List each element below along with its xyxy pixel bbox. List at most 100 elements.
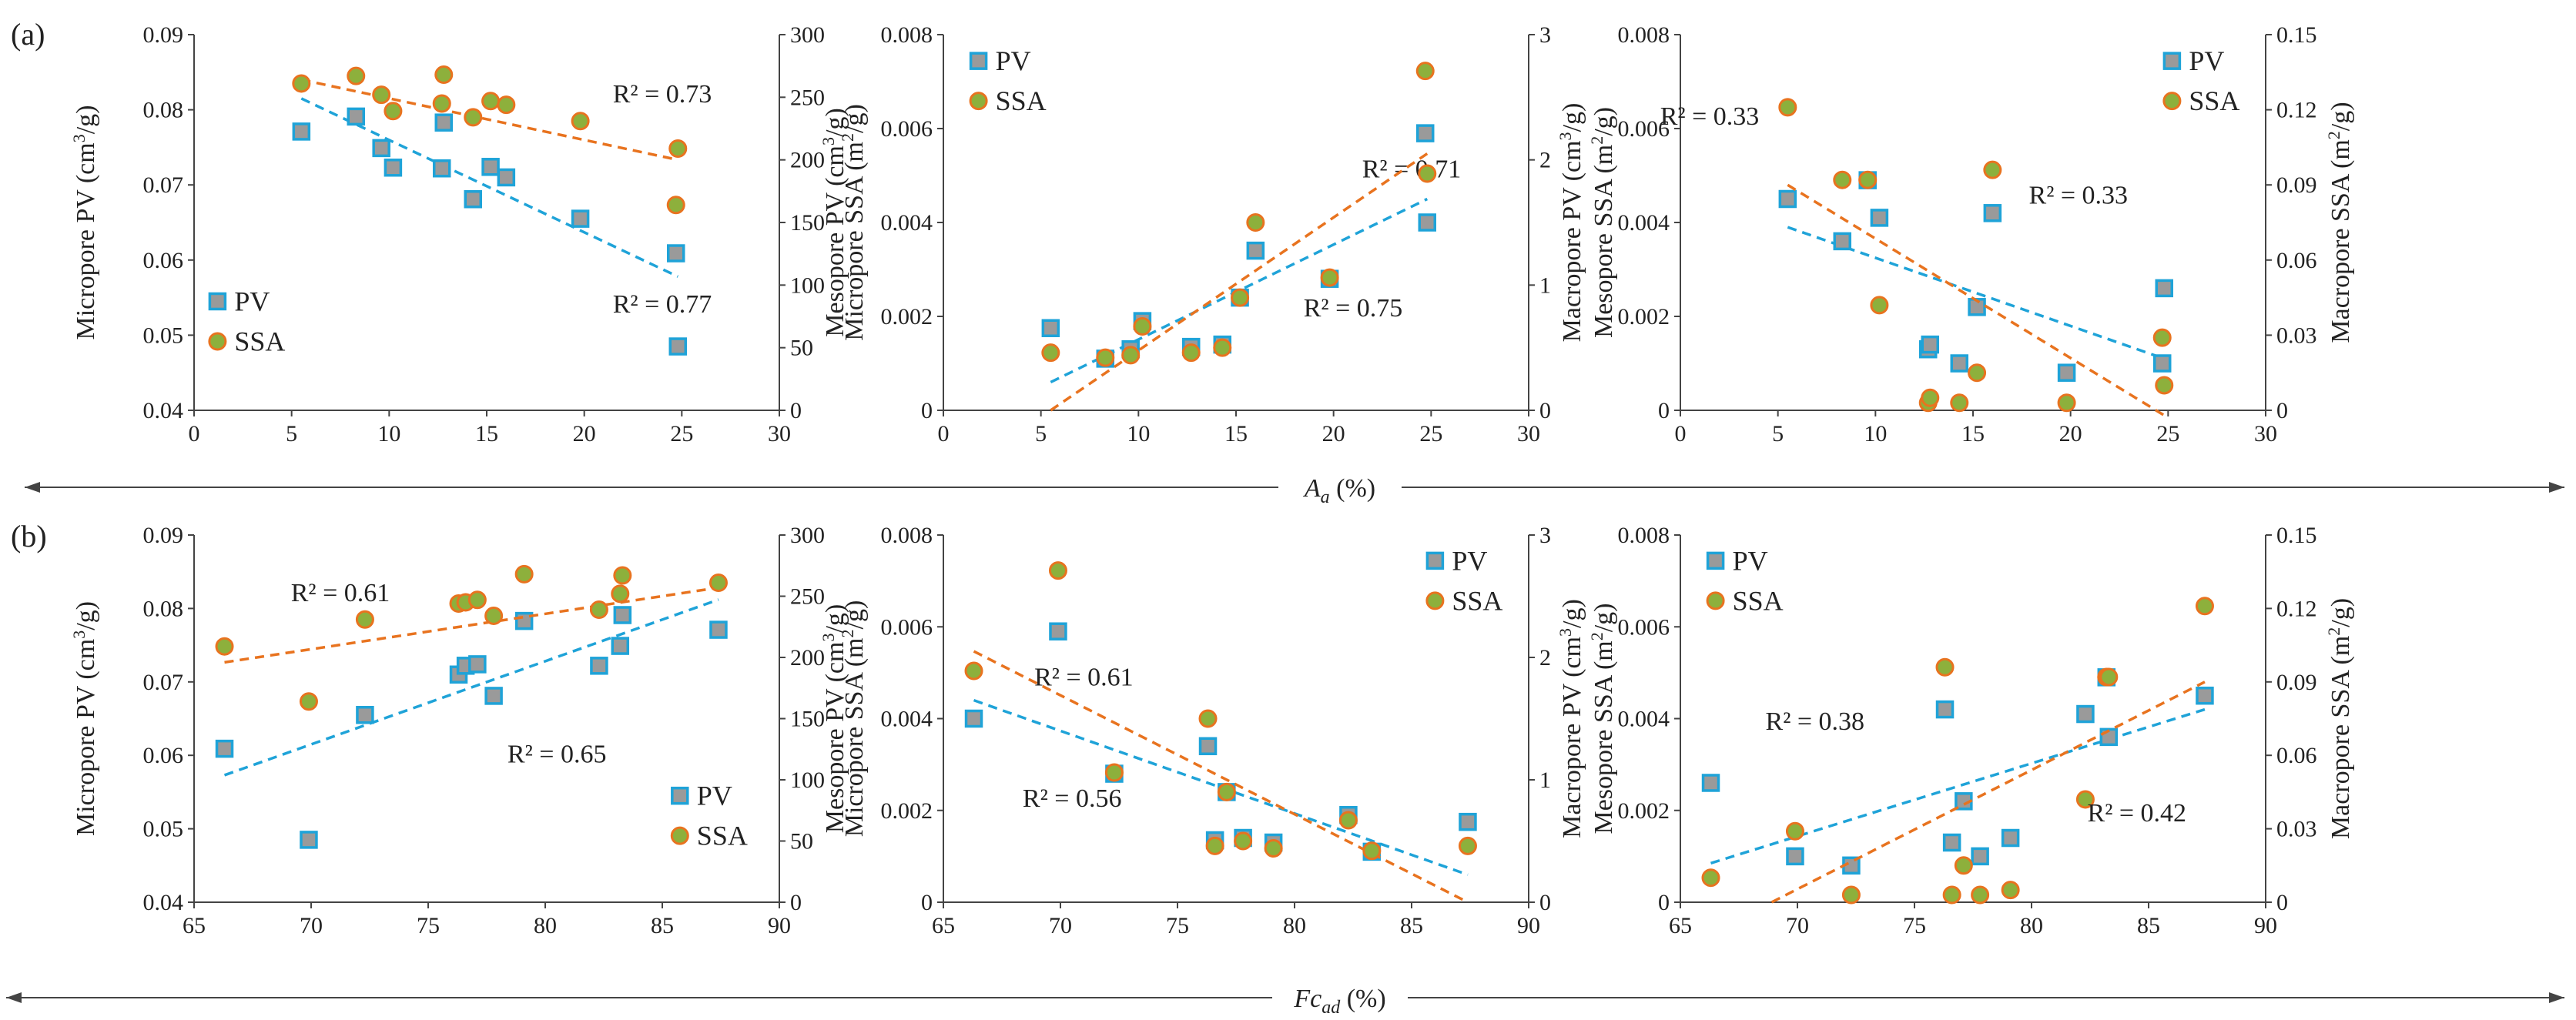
y-tick-label-left: 0.002 — [1618, 798, 1670, 824]
series-pv — [292, 97, 688, 356]
pv-point — [1971, 847, 1989, 866]
r2-label-ssa: R² = 0.61 — [291, 579, 390, 607]
legend-pv-label: PV — [2189, 45, 2224, 76]
legend-pv-label: PV — [697, 781, 732, 811]
row-a-axis-label: Aa (%) — [1303, 474, 1375, 507]
row-a-axis-arrow: Aa (%) — [25, 468, 2564, 507]
label-part: Micropore PV (cm — [72, 639, 100, 836]
pv-point — [666, 244, 685, 263]
ssa-point — [1205, 836, 1224, 855]
x-tick-label: 15 — [475, 421, 498, 446]
ssa-point — [1983, 160, 2002, 179]
x-tick-label: 75 — [417, 913, 440, 938]
pv-point — [571, 209, 590, 228]
pv-point — [300, 831, 318, 849]
ssa-point — [2001, 881, 2020, 900]
superscript: 3 — [69, 134, 89, 142]
y-axis-title-right: Mesopore SSA (m2/g) — [1587, 603, 1618, 834]
y-axis-title-right: Macropore SSA (m2/g) — [2324, 598, 2355, 839]
ssa-point — [1954, 856, 1973, 875]
ssa-point — [2057, 393, 2076, 413]
x-tick-label: 0 — [1675, 421, 1687, 446]
panel-tag-a: (a) — [11, 17, 45, 52]
pv-point — [2196, 686, 2214, 705]
pv-point — [497, 168, 516, 187]
series-ssa — [964, 561, 1477, 904]
r2-label-ssa: R² = 0.61 — [1034, 664, 1134, 692]
series-ssa — [1778, 98, 2174, 416]
ssa-point — [464, 108, 483, 127]
x-tick-label: 0 — [938, 421, 950, 446]
ssa-point — [1418, 164, 1437, 183]
pv-point — [1415, 124, 1435, 142]
pv-point — [292, 122, 311, 141]
legend-pv-marker — [1706, 551, 1725, 570]
y-tick-label-right: 1 — [1539, 273, 1551, 298]
ssa-point — [1778, 98, 1797, 117]
x-tick-label: 5 — [1772, 421, 1784, 446]
y-tick-label-right: 2 — [1539, 645, 1551, 671]
y-tick-label-right: 50 — [790, 336, 813, 361]
x-tick-label: 10 — [377, 421, 400, 446]
label-part: Micropore PV (cm — [72, 142, 100, 339]
x-tick-label: 25 — [1419, 421, 1442, 446]
label-part: /g) — [1589, 107, 1618, 136]
y-tick-label-right: 2 — [1539, 148, 1551, 173]
y-tick-label-left: 0.004 — [881, 210, 933, 236]
y-tick-label-left: 0 — [921, 890, 933, 915]
ssa-point — [1217, 782, 1236, 801]
ssa-point — [1121, 346, 1141, 365]
ssa-point — [2099, 667, 2119, 687]
y-tick-label-left: 0 — [1658, 890, 1670, 915]
legend-pv-label: PV — [996, 45, 1031, 76]
y-tick-label-right: 0 — [2276, 890, 2288, 915]
ssa-point — [708, 574, 728, 593]
r2-label-ssa: R² = 0.75 — [1304, 294, 1403, 323]
pv-point — [1833, 232, 1852, 251]
ssa-point — [1048, 561, 1067, 580]
y-tick-label-right: 0.03 — [2276, 817, 2317, 842]
y-tick-label-left: 0.008 — [881, 523, 933, 548]
y-axis-title-left: Mesopore PV (cm3/g) — [819, 604, 849, 833]
ssa-point — [1231, 288, 1250, 307]
y-tick-label-left: 0.05 — [143, 323, 184, 348]
series-pv — [964, 622, 1477, 876]
legend-pv-marker — [2162, 52, 2182, 70]
y-tick-label-right: 0 — [2276, 398, 2288, 423]
pv-point — [1778, 189, 1797, 209]
x-tick-label: 70 — [1049, 913, 1072, 938]
pv-point — [1870, 209, 1889, 227]
y-tick-label-left: 0.006 — [881, 116, 933, 142]
series-pv — [215, 598, 728, 849]
trendline-pv — [300, 97, 679, 278]
x-tick-label: 65 — [1669, 913, 1692, 938]
y-tick-label-right: 200 — [790, 148, 825, 173]
r2-label-pv: R² = 0.33 — [2029, 182, 2129, 210]
legend-pv-marker — [1425, 551, 1445, 570]
superscript: 2 — [1587, 136, 1606, 145]
ssa-point — [1181, 343, 1201, 363]
ssa-point — [1785, 821, 1804, 841]
y-tick-label-right: 100 — [790, 768, 825, 793]
ssa-point — [2075, 790, 2095, 809]
pv-point — [1041, 319, 1060, 337]
ssa-point — [1701, 868, 1720, 888]
r2-label-pv: R² = 0.71 — [1362, 155, 1462, 183]
legend-ssa-label: SSA — [2189, 85, 2239, 116]
legend-pv-label: PV — [1452, 545, 1487, 576]
ssa-point — [2195, 597, 2214, 616]
x-tick-label: 10 — [1127, 421, 1150, 446]
y-tick-label-right: 3 — [1539, 523, 1551, 548]
x-tick-label: 65 — [183, 913, 206, 938]
legend: PV SSA — [2162, 45, 2239, 116]
label-part: /g) — [821, 108, 849, 137]
y-tick-label-right: 150 — [790, 707, 825, 732]
label-part: Macropore SSA (m — [2326, 139, 2355, 343]
ssa-point — [299, 692, 318, 711]
pv-point — [1459, 812, 1477, 831]
legend-ssa-label: SSA — [996, 85, 1047, 116]
ssa-point — [384, 102, 403, 121]
label-part: /g) — [821, 604, 849, 634]
legend: PV SSA — [670, 781, 748, 851]
y-tick-label-right: 0 — [1539, 398, 1551, 423]
